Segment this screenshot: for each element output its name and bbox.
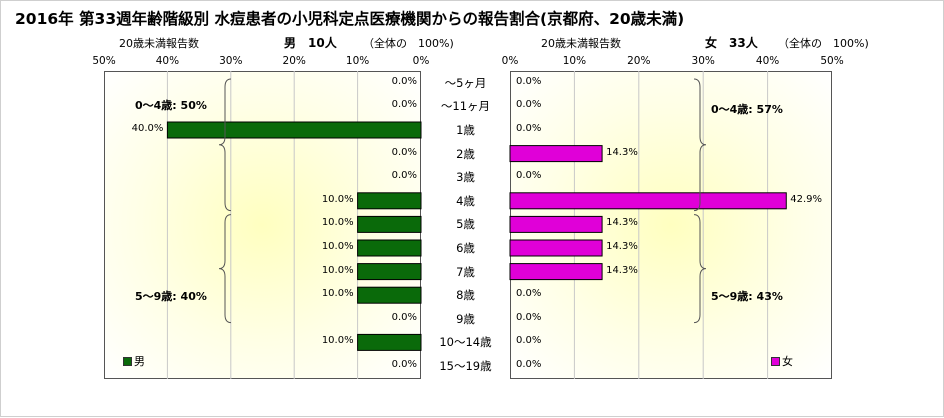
male-value-label: 0.0%	[391, 170, 417, 182]
female-value-label: 14.3%	[606, 146, 638, 158]
female-bar	[509, 239, 603, 257]
female-tick-label: 20%	[627, 55, 651, 67]
male-value-label: 0.0%	[391, 311, 417, 323]
male-bar	[166, 121, 422, 139]
male-value-label: 10.0%	[321, 288, 354, 300]
male-legend-swatch	[123, 356, 132, 366]
male-tick-label: 20%	[282, 55, 306, 67]
male-value-label: 10.0%	[321, 217, 354, 229]
female-bar	[509, 215, 603, 233]
male-bar	[357, 192, 422, 210]
age-category-label: 15～19歳	[439, 359, 492, 373]
male-brace-5-9	[218, 214, 232, 324]
female-value-label: 14.3%	[606, 264, 638, 276]
male-bar	[357, 239, 422, 257]
male-bar	[357, 286, 422, 304]
age-category-label: ～5ヶ月	[444, 75, 487, 90]
age-category-label: 5歳	[456, 217, 475, 232]
female-tick-label: 50%	[820, 55, 844, 67]
female-value-label: 0.0%	[516, 311, 542, 323]
male-tick-label: 30%	[219, 55, 243, 67]
male-value-label: 0.0%	[391, 99, 417, 111]
male-value-label: 40.0%	[131, 123, 164, 134]
female-value-label: 0.0%	[516, 335, 542, 347]
male-brace-0-4	[218, 78, 232, 212]
age-category-label: 10～14歳	[439, 335, 492, 350]
female-summary-0-4: 0～4歳: 57%	[711, 103, 783, 116]
female-value-label: 42.9%	[790, 193, 823, 205]
male-legend-label: 男	[134, 355, 145, 368]
female-value-label: 0.0%	[516, 359, 542, 370]
male-value-label: 10.0%	[321, 264, 354, 276]
right-axis-caption: 20歳未満報告数	[541, 37, 621, 50]
age-category-label: ～11ヶ月	[440, 99, 491, 114]
female-bar	[509, 263, 603, 281]
male-value-label: 0.0%	[391, 146, 417, 158]
male-value-label: 0.0%	[391, 359, 417, 370]
male-legend: 男	[123, 353, 145, 369]
chart-title: 2016年 第33週年齢階級別 水痘患者の小児科定点医療機関からの報告割合(京都…	[15, 10, 685, 28]
male-tick-label: 40%	[155, 55, 180, 67]
left-axis-caption: 20歳未満報告数	[119, 37, 199, 50]
age-category-label: 4歳	[456, 193, 475, 208]
female-brace-5-9	[693, 214, 707, 324]
female-value-label: 0.0%	[516, 170, 542, 182]
female-value-label: 14.3%	[606, 217, 638, 229]
female-tick-label: 10%	[562, 55, 587, 67]
male-bar	[357, 215, 422, 233]
male-tick-label: 0%	[412, 55, 430, 67]
age-category-label: 6歳	[456, 241, 475, 255]
male-tick-label: 50%	[92, 55, 116, 67]
female-tick-label: 0%	[501, 55, 519, 67]
age-category-label: 3歳	[456, 170, 475, 185]
male-summary-0-4: 0～4歳: 50%	[135, 99, 207, 112]
female-legend-label: 女	[782, 355, 793, 368]
age-category-label: 7歳	[456, 264, 475, 279]
female-value-label: 14.3%	[606, 241, 638, 252]
male-value-label: 10.0%	[321, 241, 354, 252]
male-count: 男 10人	[284, 36, 337, 50]
female-brace-0-4	[693, 78, 707, 212]
female-count: 女 33人	[705, 36, 758, 50]
female-tick-label: 40%	[755, 55, 780, 67]
female-legend-swatch	[771, 356, 780, 366]
male-bar	[357, 333, 422, 351]
female-value-label: 0.0%	[516, 123, 542, 134]
male-summary-5-9: 5～9歳: 40%	[135, 290, 207, 303]
male-bar	[357, 263, 422, 281]
female-bar	[509, 145, 603, 163]
age-category-label: 8歳	[456, 288, 475, 303]
male-value-label: 10.0%	[321, 193, 354, 205]
female-value-label: 0.0%	[516, 99, 542, 111]
male-total: （全体の 100%)	[363, 37, 454, 50]
female-value-label: 0.0%	[516, 288, 542, 300]
female-summary-5-9: 5～9歳: 43%	[711, 290, 783, 303]
male-value-label: 0.0%	[391, 75, 417, 87]
male-value-label: 10.0%	[321, 335, 354, 347]
female-total: （全体の 100%)	[778, 37, 869, 50]
age-category-label: 9歳	[456, 311, 475, 326]
female-legend: 女	[771, 353, 793, 369]
age-category-label: 1歳	[456, 123, 475, 137]
female-value-label: 0.0%	[516, 75, 542, 87]
male-tick-label: 10%	[345, 55, 370, 67]
age-category-label: 2歳	[456, 146, 475, 161]
female-tick-label: 30%	[691, 55, 715, 67]
female-bar	[509, 192, 787, 210]
